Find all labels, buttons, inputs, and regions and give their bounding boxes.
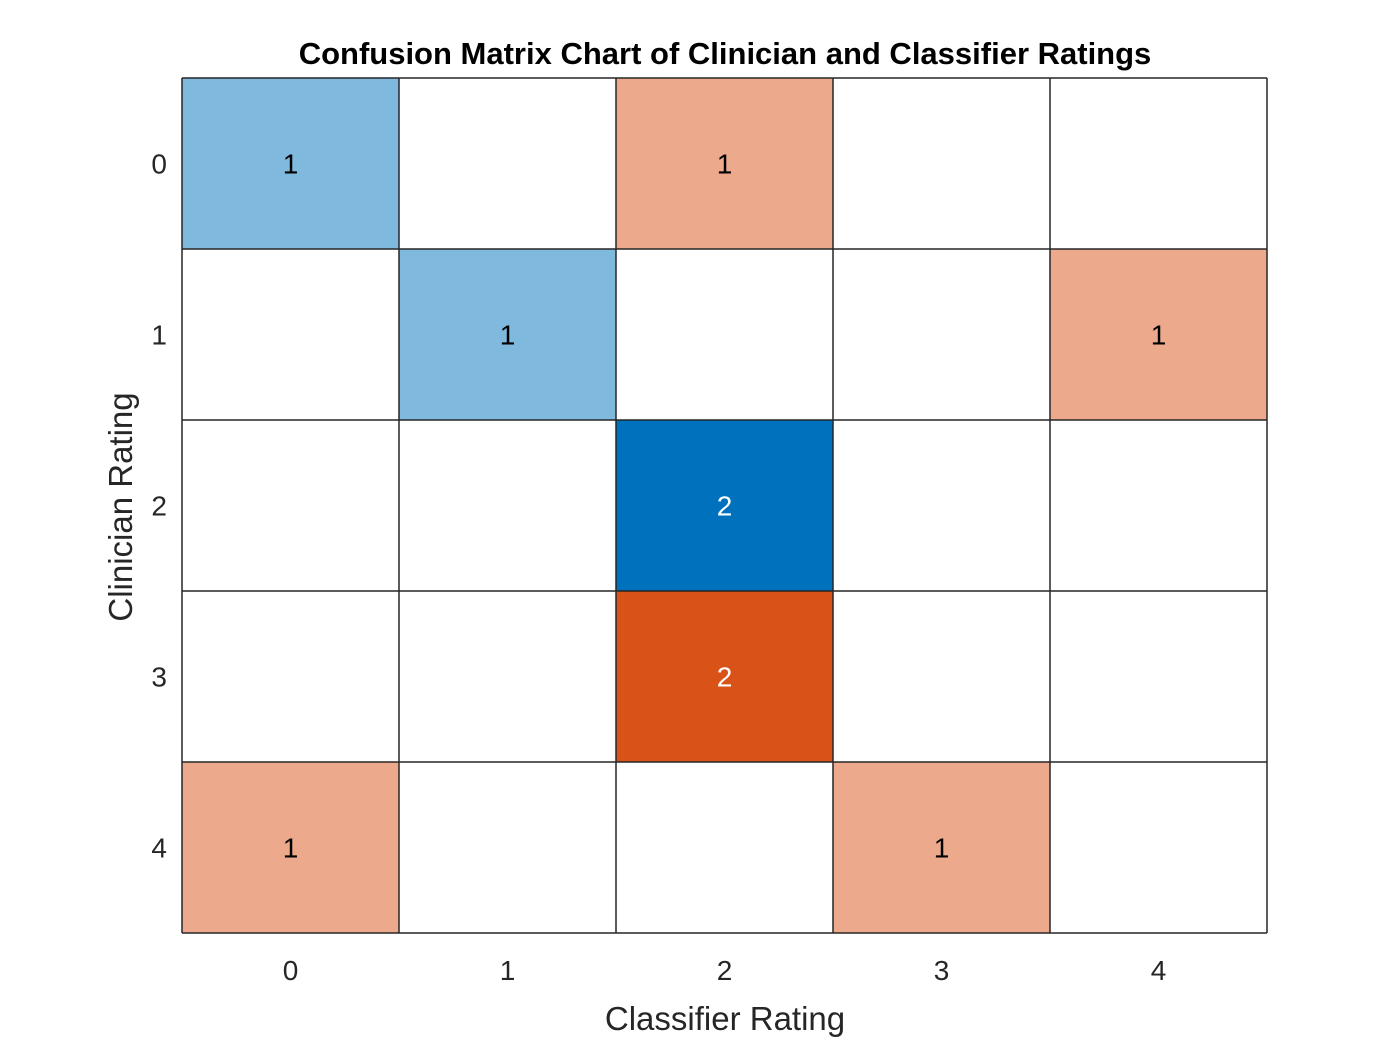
matrix-cell <box>182 762 399 933</box>
y-tick-label: 3 <box>151 662 167 693</box>
y-tick-label: 0 <box>151 149 167 180</box>
matrix-cell <box>833 420 1050 591</box>
matrix-cell <box>182 420 399 591</box>
cell-value-label: 1 <box>283 833 299 864</box>
x-axis-label: Classifier Rating <box>605 1000 845 1037</box>
matrix-cell <box>616 591 833 762</box>
cell-value-label: 1 <box>500 320 516 351</box>
matrix-cell <box>833 591 1050 762</box>
cell-value-label: 1 <box>717 149 733 180</box>
y-axis-label: Clinician Rating <box>102 392 139 621</box>
matrix-cell <box>616 762 833 933</box>
matrix-cell <box>399 249 616 420</box>
matrix-cell <box>182 591 399 762</box>
matrix-cell <box>1050 762 1267 933</box>
matrix-cell <box>1050 249 1267 420</box>
matrix-cell <box>399 591 616 762</box>
matrix-cell <box>399 420 616 591</box>
cell-value-label: 1 <box>1151 320 1167 351</box>
x-tick-label: 0 <box>283 955 299 986</box>
cells-layer <box>182 78 1267 933</box>
y-tick-label: 1 <box>151 320 167 351</box>
matrix-cell <box>833 78 1050 249</box>
matrix-cell <box>616 249 833 420</box>
chart-title: Confusion Matrix Chart of Clinician and … <box>299 36 1152 71</box>
matrix-cell <box>1050 420 1267 591</box>
matrix-cell <box>182 249 399 420</box>
matrix-cell <box>833 762 1050 933</box>
cell-labels-layer: 1 1 1 1 2 2 1 1 <box>283 149 1167 864</box>
x-tick-label: 1 <box>500 955 516 986</box>
matrix-cell <box>399 762 616 933</box>
matrix-cell <box>399 78 616 249</box>
x-tick-label: 3 <box>934 955 950 986</box>
matrix-cell <box>833 249 1050 420</box>
matrix-cell <box>1050 78 1267 249</box>
y-tick-labels: 0 1 2 3 4 <box>151 149 167 864</box>
matrix-cell <box>1050 591 1267 762</box>
matrix-cell <box>182 78 399 249</box>
x-tick-label: 4 <box>1151 955 1167 986</box>
cell-value-label: 1 <box>934 833 950 864</box>
cell-value-label: 1 <box>283 149 299 180</box>
y-tick-label: 2 <box>151 491 167 522</box>
matrix-cell <box>616 78 833 249</box>
cell-value-label: 2 <box>717 491 733 522</box>
x-tick-label: 2 <box>717 955 733 986</box>
matrix-cell <box>616 420 833 591</box>
y-tick-label: 4 <box>151 833 167 864</box>
x-tick-labels: 0 1 2 3 4 <box>283 955 1167 986</box>
cell-value-label: 2 <box>717 662 733 693</box>
grid-layer <box>181 77 1268 934</box>
